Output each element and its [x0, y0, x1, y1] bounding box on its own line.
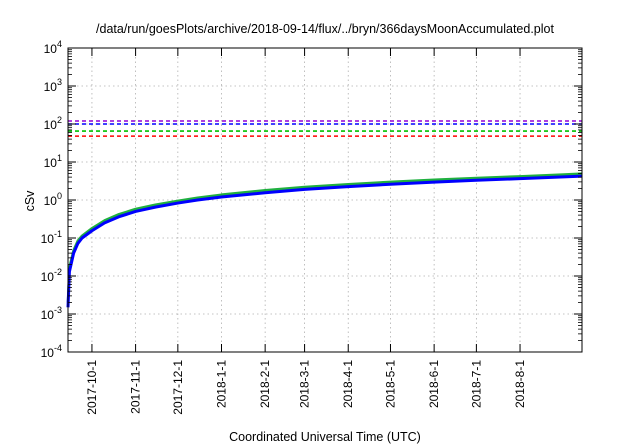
- data-series: [66, 172, 583, 308]
- x-tick-label: 2018-1-1: [214, 360, 228, 408]
- chart-title: /data/run/goesPlots/archive/2018-09-14/f…: [96, 22, 554, 36]
- y-tick-label: 10-2: [41, 267, 62, 284]
- threshold-lines: [68, 120, 582, 137]
- y-tick-label: 10-1: [41, 229, 62, 246]
- x-tick-label: 2018-8-1: [513, 360, 527, 408]
- y-tick-label: 101: [44, 153, 62, 170]
- x-axis-label: Coordinated Universal Time (UTC): [229, 430, 421, 444]
- y-tick-label: 10-3: [41, 305, 62, 322]
- series-line: [66, 172, 583, 303]
- y-tick-label: 10-4: [41, 343, 62, 360]
- x-tick-label: 2018-4-1: [341, 360, 355, 408]
- x-tick-label: 2018-3-1: [298, 360, 312, 408]
- x-tick-label: 2017-10-1: [85, 360, 99, 415]
- x-tick-label: 2017-11-1: [129, 360, 143, 414]
- x-tick-label: 2018-5-1: [383, 360, 397, 408]
- x-tick-label: 2018-2-1: [258, 360, 272, 408]
- y-tick-label: 102: [44, 115, 62, 132]
- y-tick-label: 104: [44, 39, 62, 56]
- y-tick-label: 103: [44, 77, 62, 94]
- x-tick-label: 2017-12-1: [171, 360, 185, 415]
- y-tick-label: 100: [44, 191, 62, 208]
- grid-lines: [68, 48, 582, 352]
- y-axis-label: cSv: [23, 190, 37, 212]
- x-tick-label: 2018-6-1: [427, 360, 441, 408]
- x-axis-ticks: 2017-10-1 2017-11-1 2017-12-1 2018-1-1 2018-…: [85, 48, 527, 415]
- x-tick-label: 2018-7-1: [469, 360, 483, 408]
- y-axis-ticks: 10-4 10-3 10-2 10-1 100 101 102 103 104: [41, 39, 582, 360]
- series-line: [66, 174, 583, 308]
